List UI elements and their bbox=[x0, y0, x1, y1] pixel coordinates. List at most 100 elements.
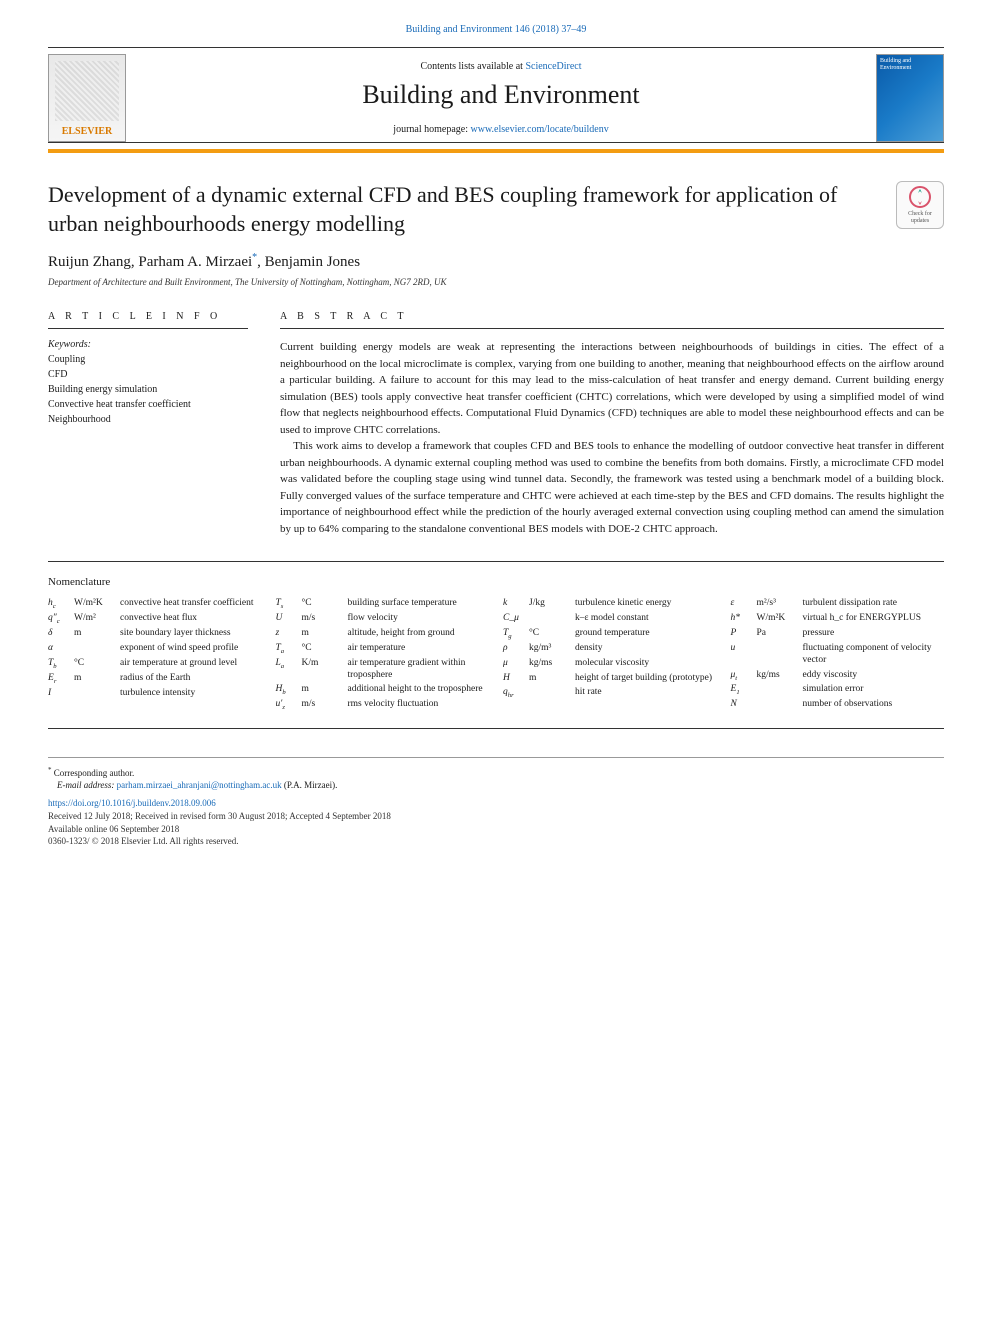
nomen-row: αexponent of wind speed profile bbox=[48, 643, 262, 655]
nomen-symbol: k bbox=[503, 598, 529, 608]
keyword: Coupling bbox=[48, 352, 248, 367]
nomen-row: Ta°Cair temperature bbox=[276, 643, 490, 655]
nomen-desc: building surface temperature bbox=[348, 598, 490, 610]
nomen-row: Iturbulence intensity bbox=[48, 688, 262, 700]
nomen-column: εm²/s³turbulent dissipation rateh*W/m²Kv… bbox=[731, 598, 945, 714]
nomen-symbol: ρ bbox=[503, 643, 529, 653]
nomen-symbol: μ bbox=[503, 658, 529, 668]
keyword: Neighbourhood bbox=[48, 412, 248, 427]
abstract-body: Current building energy models are weak … bbox=[280, 339, 944, 537]
accent-rule bbox=[48, 149, 944, 153]
doi-link[interactable]: https://doi.org/10.1016/j.buildenv.2018.… bbox=[48, 798, 216, 808]
nomen-desc: molecular viscosity bbox=[575, 658, 717, 670]
author: Ruijun Zhang bbox=[48, 254, 131, 270]
nomen-row: μkg/msmolecular viscosity bbox=[503, 658, 717, 670]
nomen-unit: m bbox=[74, 628, 120, 638]
nomen-unit: °C bbox=[529, 628, 575, 638]
nomen-unit: J/kg bbox=[529, 598, 575, 608]
nomen-unit: m²/s³ bbox=[757, 598, 803, 608]
nomen-symbol: E1 bbox=[731, 684, 757, 696]
nomen-row: Tg°Cground temperature bbox=[503, 628, 717, 640]
keywords-label: Keywords: bbox=[48, 339, 248, 350]
footnotes: * Corresponding author. E-mail address: … bbox=[48, 757, 944, 790]
nomen-desc: density bbox=[575, 643, 717, 655]
nomen-symbol: qhr bbox=[503, 687, 529, 699]
nomen-row: Ts°Cbuilding surface temperature bbox=[276, 598, 490, 610]
nomen-symbol: Ts bbox=[276, 598, 302, 610]
corr-email-link[interactable]: parham.mirzaei_ahranjani@nottingham.ac.u… bbox=[117, 780, 282, 790]
nomen-unit: W/m²K bbox=[757, 613, 803, 623]
nomen-symbol: α bbox=[48, 643, 74, 653]
keyword: Convective heat transfer coefficient bbox=[48, 397, 248, 412]
nomenclature-title: Nomenclature bbox=[48, 576, 944, 588]
nomen-desc: eddy viscosity bbox=[803, 670, 945, 682]
article-info-heading: A R T I C L E I N F O bbox=[48, 311, 248, 329]
homepage-link[interactable]: www.elsevier.com/locate/buildenv bbox=[471, 124, 609, 135]
nomen-row: Tb°Cair temperature at ground level bbox=[48, 658, 262, 670]
nomen-row: δmsite boundary layer thickness bbox=[48, 628, 262, 640]
nomenclature-box: Nomenclature hcW/m²Kconvective heat tran… bbox=[48, 561, 944, 729]
nomen-symbol: μt bbox=[731, 670, 757, 682]
nomen-desc: additional height to the troposphere bbox=[348, 684, 490, 696]
nomen-desc: turbulence kinetic energy bbox=[575, 598, 717, 610]
nomen-symbol: I bbox=[48, 688, 74, 698]
nomen-row: qhrhit rate bbox=[503, 687, 717, 699]
nomen-symbol: N bbox=[731, 699, 757, 709]
nomen-desc: flow velocity bbox=[348, 613, 490, 625]
nomen-row: Hbmadditional height to the troposphere bbox=[276, 684, 490, 696]
nomen-desc: air temperature gradient within troposph… bbox=[348, 658, 490, 682]
nomen-row: Nnumber of observations bbox=[731, 699, 945, 711]
sciencedirect-link[interactable]: ScienceDirect bbox=[525, 61, 581, 72]
corr-label: Corresponding author. bbox=[54, 768, 135, 778]
nomen-row: εm²/s³turbulent dissipation rate bbox=[731, 598, 945, 610]
nomen-unit: W/m²K bbox=[74, 598, 120, 608]
nomen-unit: Pa bbox=[757, 628, 803, 638]
nomen-desc: altitude, height from ground bbox=[348, 628, 490, 640]
nomen-unit: m bbox=[302, 628, 348, 638]
running-header: Building and Environment 146 (2018) 37–4… bbox=[48, 24, 944, 35]
updates-icon bbox=[908, 185, 932, 209]
nomen-symbol: Hb bbox=[276, 684, 302, 696]
nomen-symbol: La bbox=[276, 658, 302, 670]
nomen-desc: site boundary layer thickness bbox=[120, 628, 262, 640]
nomen-unit: W/m² bbox=[74, 613, 120, 623]
nomen-desc: turbulent dissipation rate bbox=[803, 598, 945, 610]
nomen-desc: air temperature bbox=[348, 643, 490, 655]
nomen-unit: K/m bbox=[302, 658, 348, 668]
nomen-unit: °C bbox=[302, 643, 348, 653]
nomen-symbol: Ta bbox=[276, 643, 302, 655]
citation-link[interactable]: Building and Environment 146 (2018) 37–4… bbox=[406, 24, 587, 35]
nomen-unit: kg/ms bbox=[529, 658, 575, 668]
nomen-desc: height of target building (prototype) bbox=[575, 673, 717, 685]
journal-cover-thumbnail: Building and Environment bbox=[876, 54, 944, 142]
check-updates-badge[interactable]: Check forupdates bbox=[896, 181, 944, 229]
nomen-symbol: C_μ bbox=[503, 613, 529, 623]
nomen-desc: rms velocity fluctuation bbox=[348, 699, 490, 711]
nomen-row: C_μ k–ε model constant bbox=[503, 613, 717, 625]
nomen-symbol: H bbox=[503, 673, 529, 683]
nomen-desc: k–ε model constant bbox=[575, 613, 717, 625]
nomen-symbol: q″c bbox=[48, 613, 74, 625]
journal-name: Building and Environment bbox=[142, 80, 860, 110]
authors: Ruijun Zhang, Parham A. Mirzaei*, Benjam… bbox=[48, 252, 944, 271]
nomen-desc: ground temperature bbox=[575, 628, 717, 640]
abstract-para: Current building energy models are weak … bbox=[280, 339, 944, 438]
nomen-symbol: P bbox=[731, 628, 757, 638]
nomen-row: ρkg/m³density bbox=[503, 643, 717, 655]
nomen-desc: number of observations bbox=[803, 699, 945, 711]
nomen-column: hcW/m²Kconvective heat transfer coeffici… bbox=[48, 598, 262, 714]
nomen-symbol: u′z bbox=[276, 699, 302, 711]
author: Parham A. Mirzaei bbox=[138, 254, 252, 270]
nomen-row: u′zm/srms velocity fluctuation bbox=[276, 699, 490, 711]
nomen-symbol: z bbox=[276, 628, 302, 638]
nomen-row: μtkg/mseddy viscosity bbox=[731, 670, 945, 682]
nomen-desc: convective heat flux bbox=[120, 613, 262, 625]
nomen-symbol: h* bbox=[731, 613, 757, 623]
nomen-unit: kg/m³ bbox=[529, 643, 575, 653]
nomen-column: kJ/kgturbulence kinetic energy C_μ k–ε mod… bbox=[503, 598, 717, 714]
nomen-row: Um/sflow velocity bbox=[276, 613, 490, 625]
contents-line: Contents lists available at ScienceDirec… bbox=[142, 61, 860, 72]
nomen-desc: air temperature at ground level bbox=[120, 658, 262, 670]
abstract-heading: A B S T R A C T bbox=[280, 311, 944, 329]
article-title: Development of a dynamic external CFD an… bbox=[48, 181, 880, 238]
